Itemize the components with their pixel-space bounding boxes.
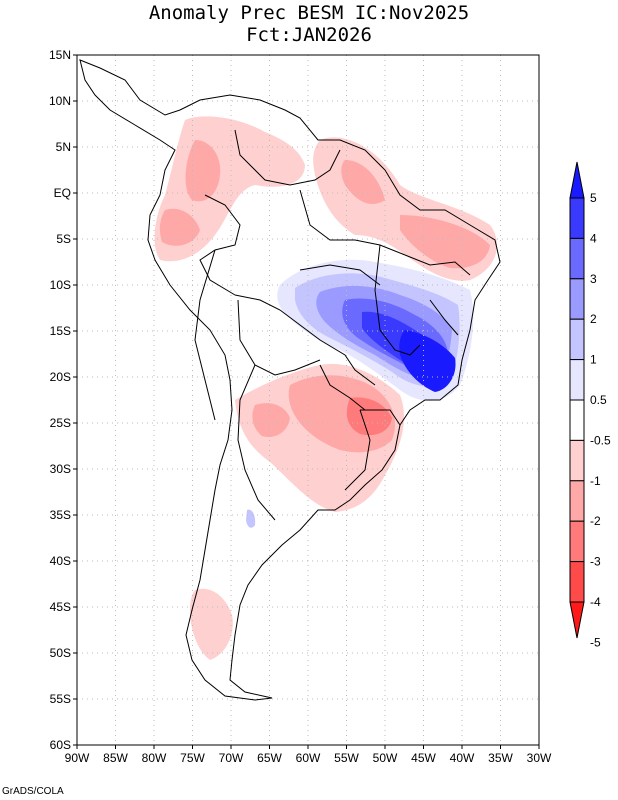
- lat-tick-label: 45S: [50, 600, 71, 614]
- colorbar-label: -0.5: [590, 433, 611, 447]
- lon-tick-label: 55W: [334, 751, 359, 765]
- colorbar-label: -4: [590, 595, 601, 609]
- lon-tick-label: 80W: [142, 751, 167, 765]
- country-borders: [194, 129, 471, 521]
- lat-tick-label: 50S: [50, 646, 71, 660]
- colorbar-label: 0.5: [590, 393, 607, 407]
- lon-tick-label: 45W: [411, 751, 436, 765]
- colorbar-label: -5: [590, 635, 601, 649]
- lon-tick-label: 30W: [527, 751, 552, 765]
- colorbar-box: [569, 399, 585, 441]
- lon-tick-label: 50W: [373, 751, 398, 765]
- lon-tick-label: 90W: [65, 751, 90, 765]
- lat-tick-label: 5N: [56, 140, 71, 154]
- map-title-line1: Anomaly Prec BESM IC:Nov2025: [148, 2, 470, 24]
- lon-tick-label: 40W: [450, 751, 475, 765]
- lat-tick-label: 10N: [49, 94, 71, 108]
- map-title-line2: Fct:JAN2026: [246, 24, 372, 46]
- colorbar-box: [569, 520, 585, 563]
- lon-tick-label: 75W: [180, 751, 205, 765]
- lat-tick-label: 60S: [50, 738, 71, 752]
- colorbar-box: [569, 318, 585, 361]
- colorbar-top-arrow: [569, 161, 585, 199]
- coastline: [79, 59, 501, 701]
- lat-tick-label: EQ: [54, 186, 71, 200]
- colorbar-box: [569, 278, 585, 320]
- anomaly-shading: [154, 116, 498, 660]
- lon-tick-label: 60W: [296, 751, 321, 765]
- colorbar-box: [569, 237, 585, 280]
- latitude-labels: 15N 10N 5N EQ 5S 10S 15S 20S 25S 30S 35S 40S 45S 50S 5…: [49, 48, 77, 752]
- colorbar-box: [569, 480, 585, 522]
- lat-tick-label: 20S: [50, 370, 71, 384]
- grads-credit: GrADS/COLA: [2, 786, 64, 797]
- colorbar: 5 4 3 2 1 0.5 -0.5 -1 -2 -3 -4 -5: [569, 161, 611, 649]
- lat-tick-label: 10S: [50, 278, 71, 292]
- lon-tick-label: 70W: [219, 751, 244, 765]
- colorbar-label: 2: [590, 312, 597, 326]
- lat-tick-label: 15N: [49, 48, 71, 62]
- colorbar-box: [569, 439, 585, 482]
- colorbar-box: [569, 197, 585, 239]
- lat-tick-label: 55S: [50, 692, 71, 706]
- colorbar-box: [569, 561, 585, 603]
- colorbar-label: 3: [590, 272, 597, 286]
- colorbar-label: 4: [590, 231, 597, 245]
- colorbar-label: 5: [590, 191, 597, 205]
- lat-tick-label: 40S: [50, 554, 71, 568]
- lat-tick-label: 30S: [50, 462, 71, 476]
- colorbar-label: 1: [590, 353, 597, 367]
- lat-tick-label: 5S: [56, 232, 71, 246]
- colorbar-label: -3: [590, 555, 601, 569]
- lat-tick-label: 15S: [50, 324, 71, 338]
- colorbar-box: [569, 359, 585, 401]
- lon-tick-label: 35W: [488, 751, 513, 765]
- lon-tick-label: 85W: [103, 751, 128, 765]
- lat-tick-label: 25S: [50, 416, 71, 430]
- colorbar-label: -1: [590, 474, 601, 488]
- lon-tick-label: 65W: [257, 751, 282, 765]
- map-gridlines: [77, 55, 539, 745]
- colorbar-label: -2: [590, 514, 601, 528]
- colorbar-bottom-arrow: [569, 601, 585, 639]
- longitude-labels: 90W 85W 80W 75W 70W 65W 60W 55W 50W 45W 40W 35W 30W: [65, 745, 552, 765]
- lat-tick-label: 35S: [50, 508, 71, 522]
